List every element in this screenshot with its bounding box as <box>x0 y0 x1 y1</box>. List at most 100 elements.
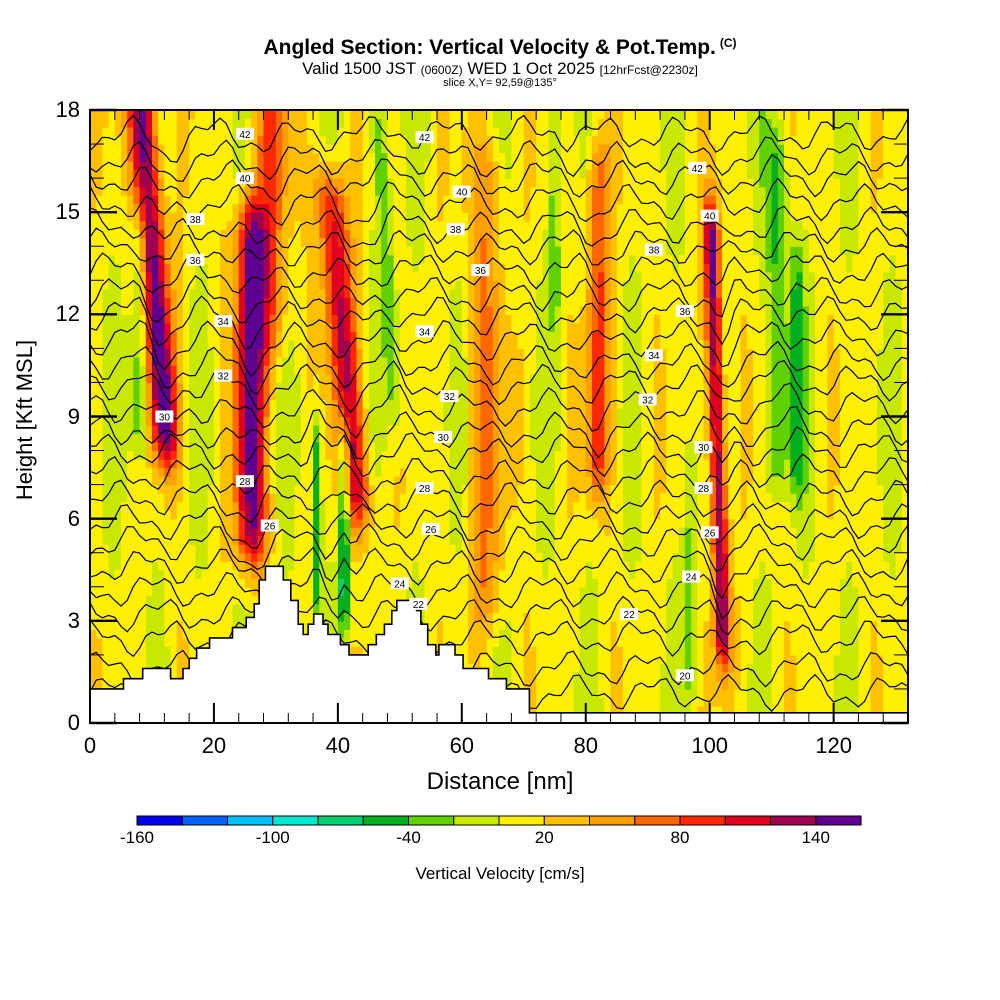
velocity-cell <box>226 331 234 341</box>
velocity-cell <box>331 186 339 196</box>
velocity-cell <box>468 382 475 392</box>
velocity-cell <box>468 280 475 290</box>
velocity-cell <box>313 186 320 196</box>
velocity-cell <box>430 561 438 571</box>
velocity-cell <box>461 407 469 418</box>
velocity-cell <box>461 220 469 230</box>
velocity-cell <box>244 467 252 477</box>
velocity-cell <box>90 654 97 664</box>
velocity-cell <box>474 484 482 494</box>
velocity-cell <box>176 671 184 682</box>
velocity-cell <box>189 501 196 511</box>
velocity-cell <box>468 561 475 571</box>
velocity-cell <box>424 229 432 239</box>
velocity-cell <box>474 561 482 571</box>
velocity-cell <box>164 203 172 213</box>
velocity-cell <box>486 510 494 520</box>
velocity-cell <box>127 254 134 264</box>
velocity-cell <box>207 246 215 256</box>
velocity-cell <box>189 314 196 324</box>
velocity-cell <box>325 578 333 588</box>
velocity-cell <box>443 459 451 469</box>
velocity-cell <box>393 135 401 145</box>
velocity-cell <box>114 501 122 511</box>
velocity-cell <box>201 254 209 264</box>
velocity-cell <box>387 212 395 222</box>
velocity-cell <box>232 314 240 324</box>
velocity-cell <box>238 195 246 205</box>
velocity-cell <box>300 501 308 511</box>
velocity-cell <box>455 467 463 477</box>
velocity-cell <box>133 390 141 401</box>
velocity-cell <box>461 646 469 656</box>
velocity-cell <box>480 442 488 452</box>
velocity-cell <box>133 118 141 128</box>
velocity-cell <box>375 348 382 358</box>
velocity-cell <box>362 110 370 120</box>
velocity-cell <box>313 390 320 401</box>
velocity-cell <box>257 271 265 281</box>
velocity-cell <box>455 263 463 273</box>
velocity-cell <box>350 348 358 358</box>
velocity-cell <box>139 144 147 154</box>
velocity-cell <box>319 569 327 579</box>
velocity-cell <box>412 110 420 120</box>
velocity-cell <box>96 501 103 511</box>
velocity-cell <box>263 314 271 324</box>
velocity-cell <box>102 450 110 460</box>
velocity-cell <box>511 297 519 307</box>
velocity-cell <box>350 305 358 315</box>
velocity-cell <box>344 476 351 486</box>
velocity-cell <box>474 595 482 605</box>
velocity-cell <box>430 569 438 579</box>
velocity-cell <box>430 450 438 460</box>
velocity-cell <box>399 127 407 137</box>
velocity-cell <box>294 161 302 171</box>
velocity-cell <box>430 356 438 367</box>
velocity-cell <box>399 339 407 349</box>
velocity-cell <box>319 603 327 613</box>
velocity-cell <box>399 535 407 545</box>
velocity-cell <box>96 612 103 622</box>
velocity-cell <box>368 331 376 341</box>
velocity-cell <box>114 339 122 349</box>
velocity-cell <box>325 144 333 154</box>
velocity-cell <box>480 476 488 486</box>
velocity-cell <box>120 135 128 145</box>
velocity-cell <box>282 484 289 494</box>
velocity-cell <box>151 135 159 145</box>
velocity-cell <box>313 322 320 332</box>
velocity-cell <box>145 501 153 511</box>
velocity-cell <box>418 339 426 349</box>
velocity-cell <box>430 544 438 554</box>
velocity-cell <box>139 373 147 384</box>
velocity-cell <box>90 569 97 579</box>
velocity-cell <box>257 212 265 222</box>
velocity-cell <box>499 637 506 647</box>
velocity-cell <box>182 118 190 128</box>
velocity-cell <box>449 629 457 639</box>
velocity-cell <box>238 595 246 605</box>
velocity-cell <box>393 569 401 579</box>
velocity-cell <box>213 476 221 486</box>
velocity-cell <box>486 212 494 222</box>
velocity-cell <box>325 595 333 605</box>
velocity-cell <box>486 535 494 545</box>
velocity-cell <box>189 186 196 196</box>
velocity-cell <box>127 654 134 664</box>
velocity-cell <box>393 442 401 452</box>
velocity-cell <box>164 297 172 307</box>
velocity-cell <box>437 237 444 247</box>
velocity-cell <box>505 671 512 682</box>
velocity-cell <box>269 237 277 247</box>
velocity-cell <box>399 450 407 460</box>
velocity-cell <box>461 331 469 341</box>
velocity-cell <box>412 195 420 205</box>
velocity-cell <box>461 459 469 469</box>
velocity-cell <box>213 425 221 435</box>
velocity-cell <box>151 595 159 605</box>
velocity-cell <box>102 297 110 307</box>
velocity-cell <box>325 305 333 315</box>
velocity-cell <box>430 620 438 630</box>
velocity-cell <box>294 110 302 120</box>
